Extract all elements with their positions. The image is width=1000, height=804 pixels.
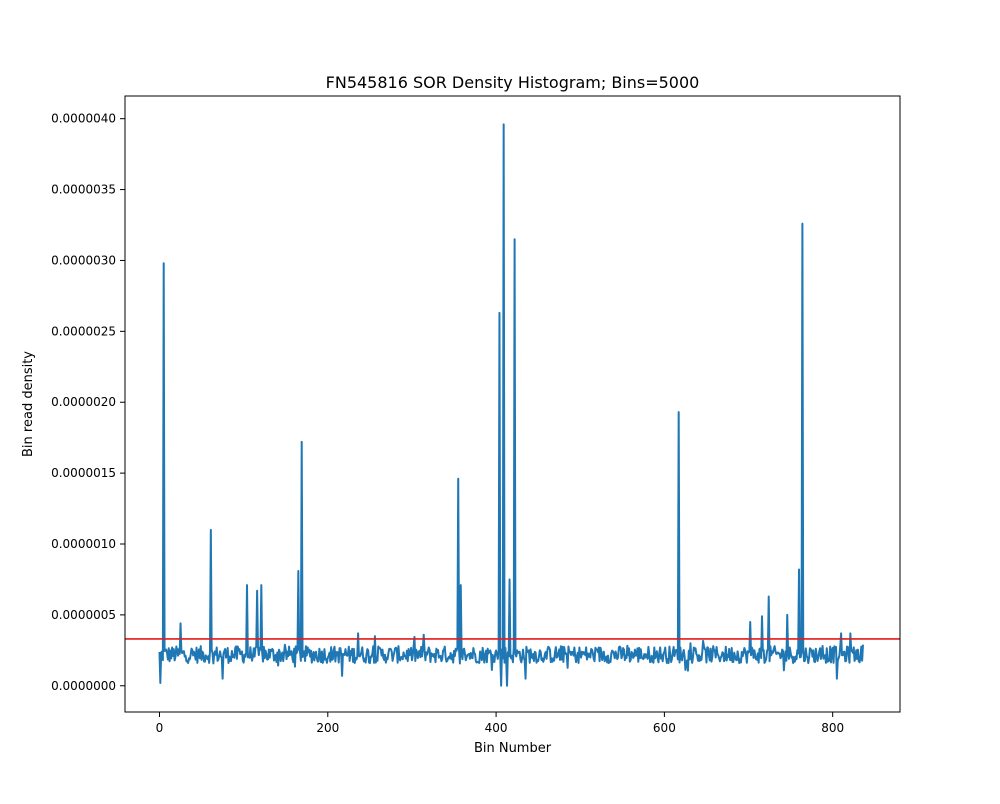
y-axis-label: Bin read density [21, 351, 36, 457]
y-tick-label: 0.0000030 [51, 253, 116, 267]
series-line [158, 123, 864, 687]
y-tick-label: 0.0000010 [51, 537, 116, 551]
y-tick-label: 0.0000020 [51, 395, 116, 409]
y-tick-label: 0.0000040 [51, 112, 116, 126]
chart-title: FN545816 SOR Density Histogram; Bins=500… [326, 73, 700, 92]
x-tick-label: 800 [821, 721, 844, 735]
x-tick-label: 600 [653, 721, 676, 735]
y-tick-label: 0.0000005 [51, 608, 116, 622]
y-tick-label: 0.0000015 [51, 466, 116, 480]
plot-frame [124, 95, 901, 713]
x-tick-label: 400 [485, 721, 508, 735]
y-tick-label: 0.0000000 [51, 679, 116, 693]
y-tick-label: 0.0000025 [51, 324, 116, 338]
x-tick-label: 0 [156, 721, 164, 735]
y-tick-label: 0.0000035 [51, 183, 116, 197]
x-tick-label: 200 [316, 721, 339, 735]
x-axis-label: Bin Number [474, 741, 552, 756]
